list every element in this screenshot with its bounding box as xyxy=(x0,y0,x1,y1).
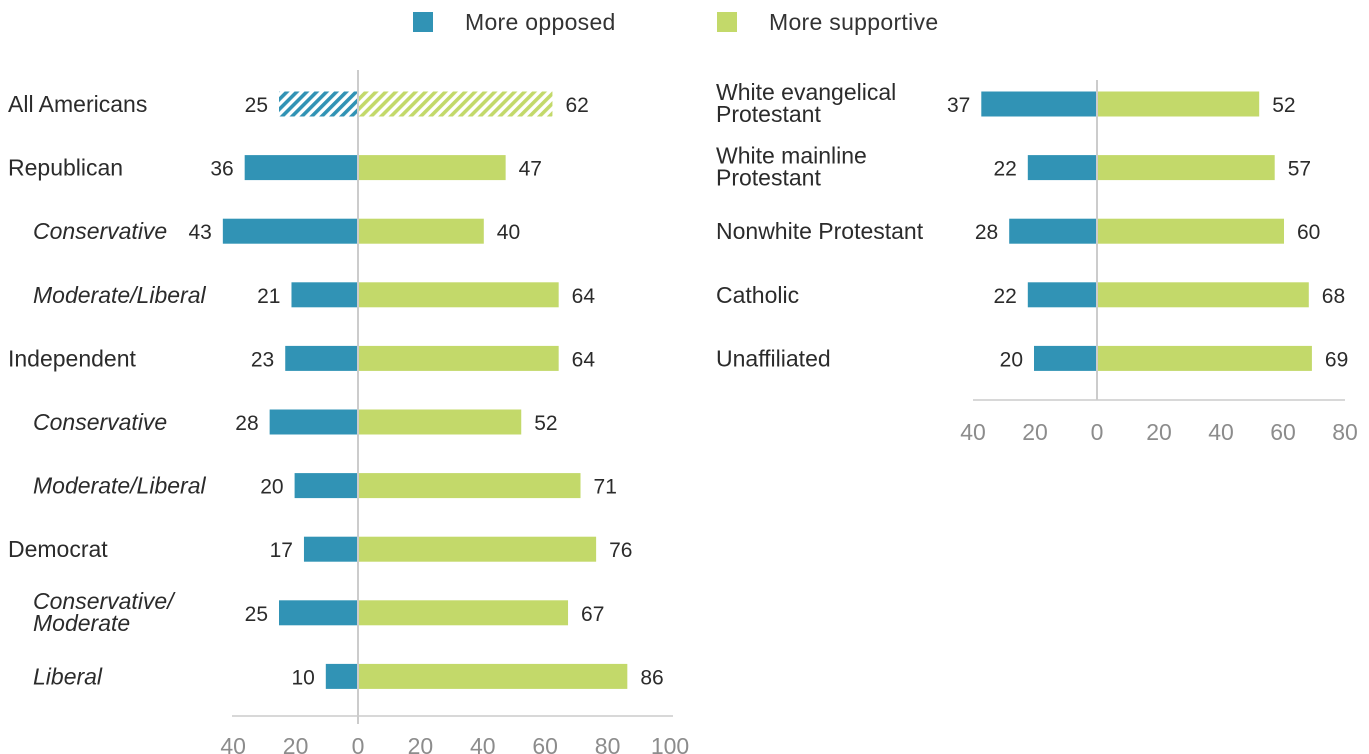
bar-supportive xyxy=(359,218,484,244)
data-label-opposed: 22 xyxy=(993,285,1016,308)
data-label-supportive: 68 xyxy=(1322,285,1345,308)
data-label-supportive: 64 xyxy=(572,285,596,308)
bar-supportive xyxy=(359,536,597,562)
data-label-opposed: 21 xyxy=(257,285,280,308)
data-label-opposed: 37 xyxy=(947,94,970,117)
data-label-opposed: 20 xyxy=(1000,348,1023,371)
bar-opposed xyxy=(1009,218,1096,244)
bar-supportive xyxy=(1098,282,1309,308)
category-label: Democrat xyxy=(8,536,108,562)
bar-supportive xyxy=(1098,155,1275,181)
data-label-supportive: 71 xyxy=(594,476,617,499)
category-label: Unaffiliated xyxy=(716,345,831,371)
bar-opposed xyxy=(279,91,357,117)
legend-label-opposed: More opposed xyxy=(465,8,616,35)
x-tick-label: 80 xyxy=(1332,419,1358,445)
data-label-opposed: 28 xyxy=(235,412,258,435)
data-label-supportive: 57 xyxy=(1288,158,1311,181)
bar-supportive xyxy=(359,473,581,499)
data-label-opposed: 25 xyxy=(245,94,268,117)
data-label-supportive: 64 xyxy=(572,348,596,371)
category-label: Moderate/Liberal xyxy=(33,282,206,308)
data-label-supportive: 76 xyxy=(609,539,632,562)
bar-opposed xyxy=(1034,345,1096,371)
bar-opposed xyxy=(285,345,357,371)
x-tick-label: 40 xyxy=(220,733,246,754)
bar-supportive xyxy=(1098,218,1284,244)
bar-supportive xyxy=(1098,91,1260,117)
legend-item-supportive: More supportive xyxy=(717,6,938,38)
data-label-supportive: 62 xyxy=(565,94,588,117)
x-tick-label: 20 xyxy=(1146,419,1172,445)
bar-supportive xyxy=(359,155,506,181)
data-label-opposed: 28 xyxy=(975,221,998,244)
data-label-supportive: 67 xyxy=(581,603,604,626)
category-label: Liberal xyxy=(33,663,103,689)
data-label-supportive: 52 xyxy=(534,412,557,435)
bar-opposed xyxy=(1027,155,1096,181)
bar-opposed xyxy=(303,536,357,562)
bar-supportive xyxy=(359,409,522,435)
legend-swatch-supportive xyxy=(717,12,737,32)
category-label: Republican xyxy=(8,155,123,181)
bar-supportive xyxy=(359,282,559,308)
data-label-supportive: 40 xyxy=(497,221,520,244)
x-tick-label: 40 xyxy=(960,419,986,445)
data-label-supportive: 47 xyxy=(519,158,542,181)
data-label-opposed: 36 xyxy=(210,158,233,181)
bar-supportive xyxy=(359,91,553,117)
bar-opposed xyxy=(279,600,357,626)
bar-opposed xyxy=(269,409,357,435)
bar-opposed xyxy=(294,473,357,499)
x-tick-label: 20 xyxy=(1022,419,1048,445)
bar-supportive xyxy=(359,663,628,689)
data-label-supportive: 86 xyxy=(640,666,663,689)
bar-opposed xyxy=(291,282,357,308)
x-tick-label: 0 xyxy=(352,733,365,754)
category-label: Conservative xyxy=(33,409,167,435)
category-label: Independent xyxy=(8,345,137,371)
data-label-opposed: 25 xyxy=(245,603,268,626)
category-label: White evangelical Protestant xyxy=(716,79,896,127)
data-label-opposed: 23 xyxy=(251,348,274,371)
data-label-opposed: 17 xyxy=(270,539,293,562)
data-label-opposed: 43 xyxy=(188,221,211,244)
bar-opposed xyxy=(244,155,357,181)
legend: More opposed More supportive xyxy=(0,6,1369,38)
bar-supportive xyxy=(1098,345,1312,371)
bar-opposed xyxy=(1027,282,1096,308)
legend-item-opposed: More opposed xyxy=(413,6,616,38)
x-tick-label: 60 xyxy=(532,733,558,754)
x-tick-label: 60 xyxy=(1270,419,1296,445)
category-label: Moderate/Liberal xyxy=(33,473,206,499)
bar-supportive xyxy=(359,345,559,371)
legend-label-supportive: More supportive xyxy=(769,8,939,35)
category-label: Catholic xyxy=(716,282,799,308)
bar-opposed xyxy=(981,91,1096,117)
x-tick-label: 80 xyxy=(595,733,621,754)
x-tick-label: 20 xyxy=(408,733,434,754)
category-label: Conservative xyxy=(33,218,167,244)
bar-opposed xyxy=(222,218,357,244)
x-tick-label: 0 xyxy=(1091,419,1104,445)
category-label: Conservative/Moderate xyxy=(33,588,176,636)
x-tick-label: 40 xyxy=(470,733,496,754)
data-label-supportive: 60 xyxy=(1297,221,1320,244)
category-label: All Americans xyxy=(8,91,147,117)
x-tick-label: 40 xyxy=(1208,419,1234,445)
x-tick-label: 20 xyxy=(283,733,309,754)
category-label: Nonwhite Protestant xyxy=(716,218,924,244)
bar-opposed xyxy=(325,663,357,689)
x-tick-label: 100 xyxy=(651,733,689,754)
legend-swatch-opposed xyxy=(413,12,433,32)
data-label-supportive: 69 xyxy=(1325,348,1348,371)
data-label-opposed: 20 xyxy=(260,476,283,499)
data-label-supportive: 52 xyxy=(1272,94,1295,117)
data-label-opposed: 10 xyxy=(291,666,314,689)
bar-supportive xyxy=(359,600,569,626)
category-label: White mainline Protestant xyxy=(716,143,867,191)
data-label-opposed: 22 xyxy=(993,158,1016,181)
